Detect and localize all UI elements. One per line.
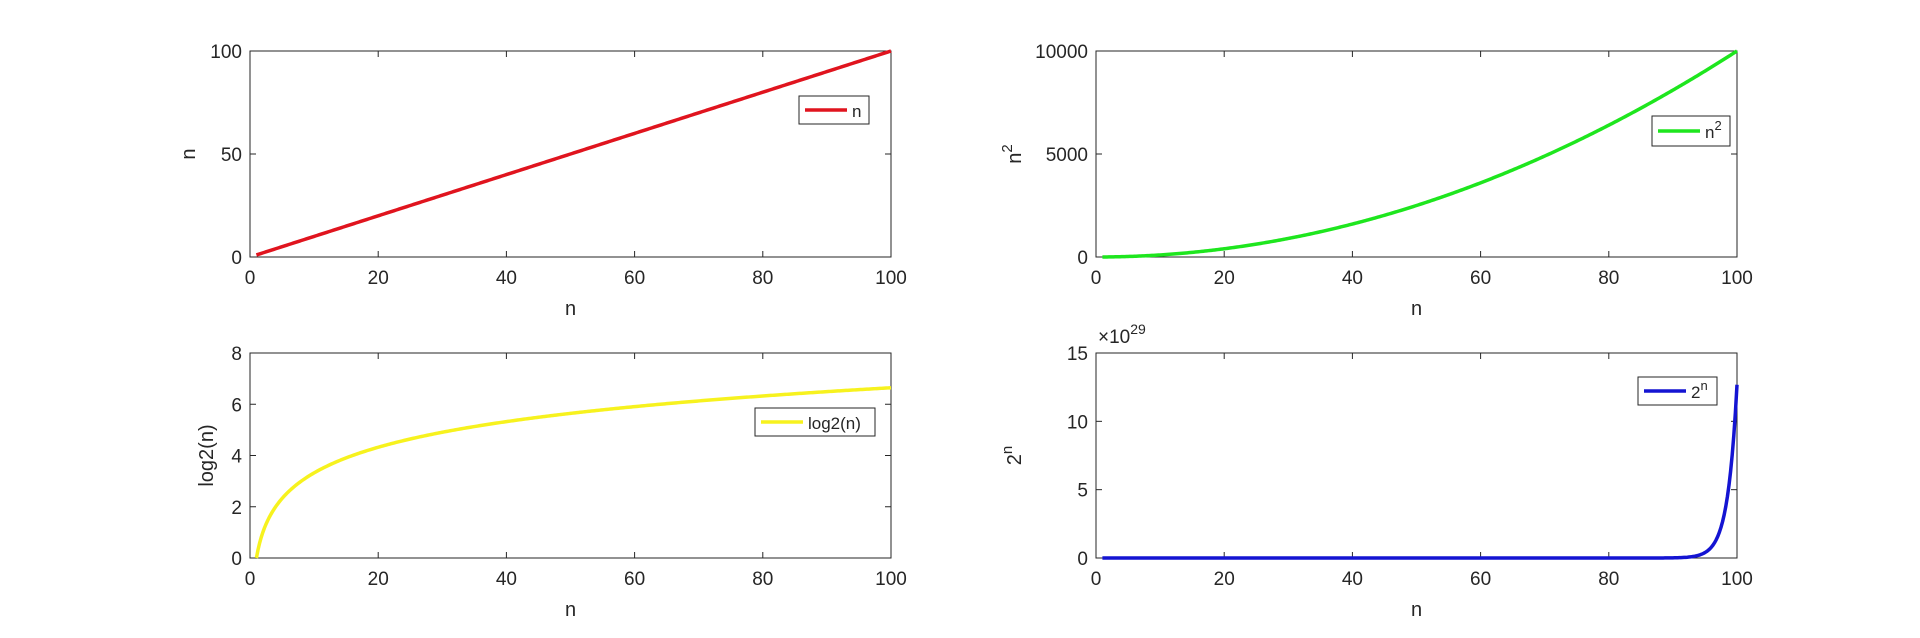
series-line: [254, 386, 892, 559]
y-tick-label: 10: [1067, 412, 1088, 433]
series-line: [1102, 49, 1738, 259]
x-tick-label: 40: [1342, 569, 1363, 590]
legend-label: log2(n): [808, 414, 861, 433]
y-tick-label: 50: [221, 145, 242, 166]
y-tick-label: 2: [231, 498, 242, 519]
x-tick-label: 20: [368, 569, 389, 590]
x-tick-label: 60: [1470, 569, 1491, 590]
legend-label: n: [852, 102, 861, 121]
legend: n: [798, 95, 870, 125]
x-tick-label: 80: [1598, 268, 1619, 289]
x-axis-label: n: [565, 298, 576, 320]
legend-label-sup: 2: [1714, 118, 1721, 133]
y-tick-label: 100: [210, 42, 242, 63]
y-tick-label: 0: [231, 248, 242, 269]
y-tick-label: 0: [231, 549, 242, 570]
y-tick-label: 8: [231, 344, 242, 365]
y-tick-label: 0: [1077, 549, 1088, 570]
x-tick-label: 20: [368, 268, 389, 289]
y-tick-label: 10000: [1035, 42, 1088, 63]
y-tick-label: 0: [1077, 248, 1088, 269]
y-axis-label-sup: n: [999, 446, 1016, 454]
y-tick-label: 15: [1067, 344, 1088, 365]
x-tick-label: 60: [624, 268, 645, 289]
y-tick-label: 6: [231, 395, 242, 416]
legend-label-sup: n: [1700, 378, 1707, 393]
y-exponent-sup: 29: [1130, 321, 1146, 337]
x-tick-label: 0: [245, 268, 256, 289]
x-tick-label: 40: [496, 569, 517, 590]
chart-2: 0 20 40 60 80 100 0 5000 10000 n n2 n2: [999, 42, 1753, 320]
chart-1: 0 20 40 60 80 100 0 50 100 n n n: [178, 42, 907, 320]
x-axis-label: n: [1411, 298, 1422, 320]
x-tick-label: 40: [496, 268, 517, 289]
x-tick-label: 80: [752, 268, 773, 289]
x-tick-label: 20: [1214, 569, 1235, 590]
x-tick-label: 100: [1721, 268, 1753, 289]
x-tick-label: 20: [1214, 268, 1235, 289]
x-axis-label: n: [1411, 599, 1422, 621]
series-line: [1102, 384, 1739, 560]
y-exponent-label: ×1029: [1098, 321, 1146, 348]
x-tick-label: 100: [875, 569, 907, 590]
legend: log2(n): [754, 407, 876, 437]
legend: n2: [1651, 115, 1731, 147]
x-tick-label: 100: [1721, 569, 1753, 590]
y-axis-label: 2n: [999, 446, 1026, 465]
y-axis-label: n2: [999, 144, 1026, 163]
x-tick-label: 0: [245, 569, 256, 590]
x-tick-label: 0: [1091, 268, 1102, 289]
x-axis-label: n: [565, 599, 576, 621]
x-tick-label: 80: [752, 569, 773, 590]
x-tick-label: 80: [1598, 569, 1619, 590]
y-tick-label: 5: [1077, 481, 1088, 502]
series-line: [255, 49, 892, 257]
x-tick-label: 40: [1342, 268, 1363, 289]
plot-area: [1095, 352, 1738, 559]
y-axis-label: log2(n): [196, 424, 218, 486]
x-tick-label: 60: [624, 569, 645, 590]
y-tick-label: 5000: [1046, 145, 1088, 166]
x-tick-label: 60: [1470, 268, 1491, 289]
x-tick-label: 0: [1091, 569, 1102, 590]
y-axis-label: n: [178, 148, 200, 159]
y-tick-label: 4: [231, 447, 242, 468]
legend: 2n: [1637, 376, 1718, 406]
x-tick-label: 100: [875, 268, 907, 289]
chart-3: 0 20 40 60 80 100 0 2 4 6 8 n log2(n) log2(n): [196, 344, 907, 621]
y-axis-label-sup: 2: [999, 144, 1016, 152]
plot-area: [1095, 50, 1738, 258]
plot-area: [249, 352, 892, 559]
